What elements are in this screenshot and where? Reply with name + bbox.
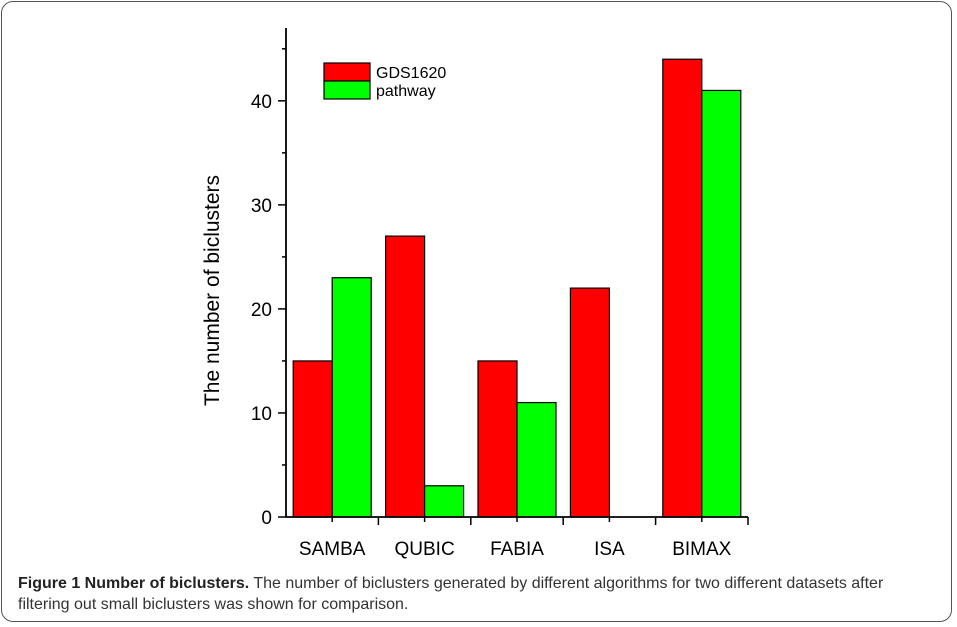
caption-title: Figure 1 Number of biclusters. (18, 575, 250, 592)
x-tick-label-samba: SAMBA (299, 539, 366, 560)
bars-layer (292, 58, 742, 518)
y-tick-label: 40 (251, 92, 272, 113)
axes-layer: 0 10 20 30 40 SAMBA QUBIC FABIA ISA BIMAX (251, 28, 749, 560)
x-tick-label-qubic: QUBIC (395, 539, 455, 560)
x-tick-label-isa: ISA (594, 539, 625, 560)
y-axis-label: The number of biclusters (201, 175, 224, 406)
y-tick-label: 10 (251, 404, 272, 425)
legend-swatch-gds1620 (323, 62, 371, 82)
legend-swatch-pathway (323, 80, 371, 100)
bar-gds1620-fabia (477, 360, 518, 518)
bar-gds1620-qubic (385, 235, 426, 518)
y-tick-label: 30 (251, 196, 272, 217)
legend-label-gds1620: GDS1620 (376, 65, 446, 82)
bar-gds1620-bimax (662, 58, 703, 518)
y-tick-label: 20 (251, 300, 272, 321)
x-tick-label-bimax: BIMAX (672, 539, 731, 560)
bar-chart: 0 10 20 30 40 SAMBA QUBIC FABIA ISA BIMAX The num… (201, 28, 749, 560)
y-tick-label: 0 (261, 508, 272, 529)
caption-text: The number of biclusters generated by di… (18, 575, 884, 613)
bar-pathway-fabia (516, 401, 557, 518)
bar-pathway-samba (331, 277, 372, 518)
bar-gds1620-isa (569, 287, 611, 518)
bar-pathway-bimax (701, 89, 742, 518)
legend-label-pathway: pathway (376, 83, 436, 100)
x-tick-label-fabia: FABIA (490, 539, 544, 560)
bar-pathway-qubic (424, 485, 465, 518)
bar-gds1620-samba (292, 360, 333, 518)
figure-caption: Figure 1 Number of biclusters. The numbe… (18, 573, 938, 615)
